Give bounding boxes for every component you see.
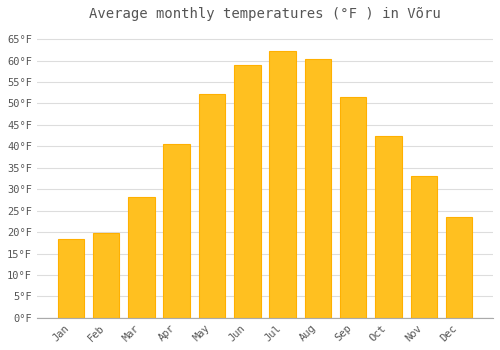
Bar xyxy=(128,197,154,318)
Bar xyxy=(410,176,437,318)
Bar xyxy=(270,51,296,318)
Bar xyxy=(375,136,402,318)
Bar xyxy=(340,97,366,318)
Bar xyxy=(198,94,225,318)
Title: Average monthly temperatures (°F ) in Võru: Average monthly temperatures (°F ) in Võ… xyxy=(89,7,441,21)
Bar xyxy=(164,144,190,318)
Bar xyxy=(446,217,472,318)
Bar xyxy=(234,65,260,318)
Bar xyxy=(304,59,331,318)
Bar xyxy=(58,239,84,318)
Bar xyxy=(93,233,120,318)
